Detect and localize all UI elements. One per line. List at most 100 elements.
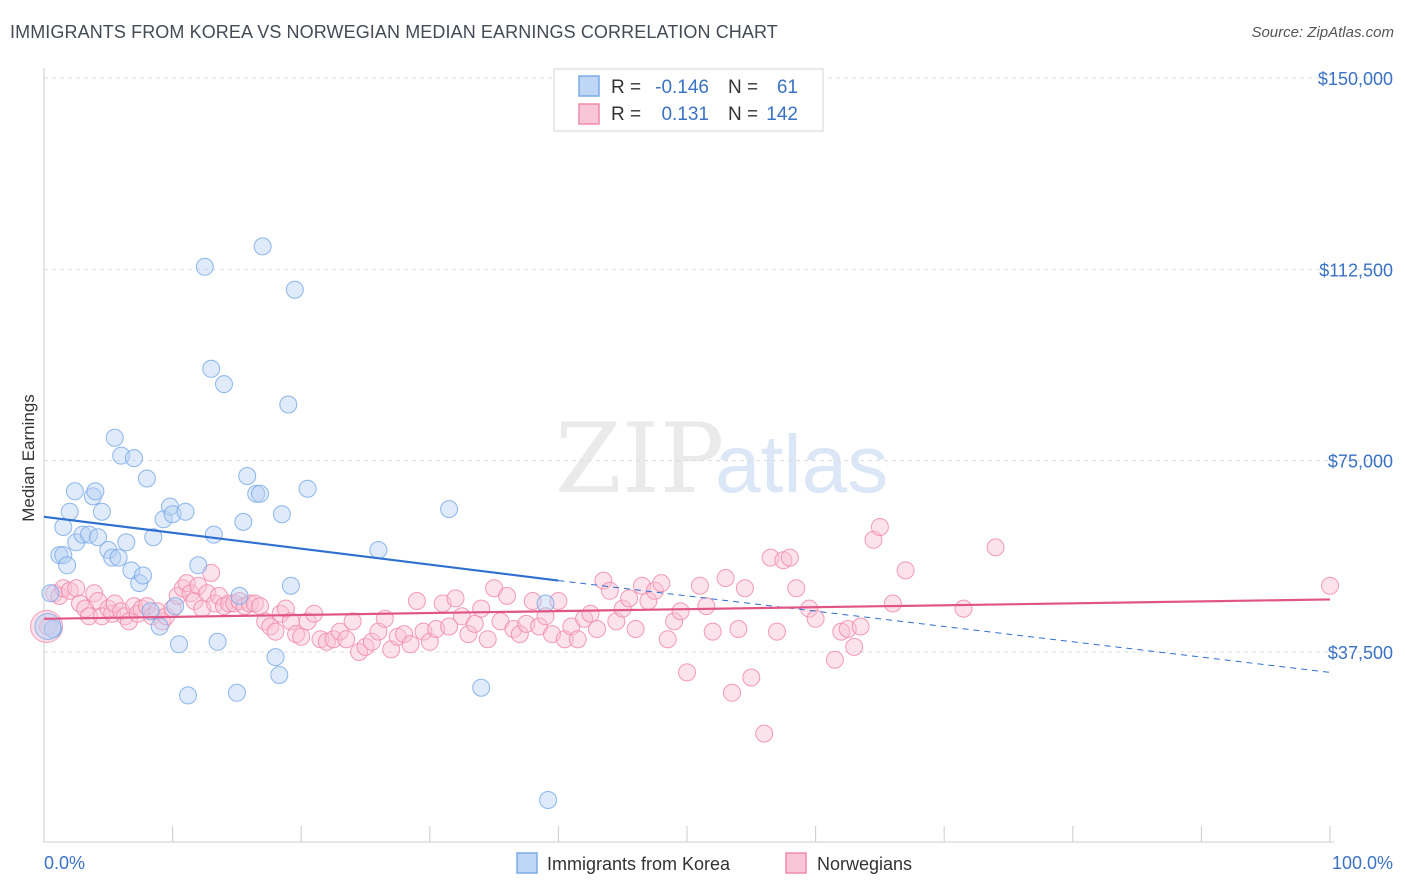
- norway-point-99: [588, 620, 606, 638]
- korea-point-7: [65, 482, 84, 501]
- norway-point-77: [446, 589, 465, 608]
- legend-n-value-norway: 142: [766, 104, 798, 125]
- norway-point-121: [742, 668, 761, 687]
- korea-point-36: [189, 556, 208, 575]
- norway-point-100: [594, 571, 613, 590]
- norway-point-41: [230, 592, 249, 610]
- korea-point-26: [141, 602, 160, 621]
- legend-n-label-korea: N =: [728, 77, 758, 98]
- bottom-legend: Immigrants from Korea Norwegians: [516, 852, 912, 874]
- norway-point-117: [716, 569, 735, 587]
- gridlines: [44, 77, 1393, 653]
- y-tick-label-37500: $37,500: [1328, 643, 1393, 663]
- korea-point-35: [179, 686, 197, 705]
- norway-point-45: [251, 597, 269, 616]
- legend-n-label-norway: N =: [728, 104, 758, 125]
- norway-point-101: [600, 581, 619, 600]
- norway-point-11: [92, 607, 111, 626]
- korea-point-43: [230, 586, 249, 605]
- bottom-legend-label-korea: Immigrants from Korea: [547, 854, 731, 874]
- korea-point-59: [536, 594, 555, 613]
- norway-point-118: [723, 683, 741, 702]
- y-tick-labels: $37,500 $75,000 $112,500 $150,000: [1318, 69, 1393, 663]
- norway-point-109: [652, 574, 671, 593]
- norway-point-42: [235, 597, 254, 616]
- norway-point-59: [330, 622, 349, 641]
- korea-point-28: [150, 617, 169, 636]
- x-tick-label-0: 0.0%: [44, 853, 85, 873]
- norway-point-110: [658, 630, 677, 649]
- watermark-zip: ZIP: [555, 403, 724, 515]
- korea-point-37: [195, 257, 214, 276]
- x-ticks: [172, 826, 1331, 842]
- legend-n-value-korea: 61: [777, 77, 798, 98]
- norway-point-54: [298, 612, 317, 631]
- korea-point-24: [134, 566, 152, 585]
- watermark-atlas: atlas: [715, 419, 888, 510]
- korea-point-5: [58, 556, 77, 575]
- norway-point-115: [697, 597, 716, 616]
- korea-point-0: [41, 584, 60, 603]
- korea-point-41: [215, 375, 233, 394]
- korea-point-52: [279, 395, 298, 414]
- korea-point-55: [298, 479, 317, 498]
- norway-point-52: [287, 625, 306, 644]
- norway-point-69: [395, 625, 414, 644]
- norway-point-122: [755, 724, 774, 743]
- korea-point-49: [266, 648, 285, 667]
- korea-point-3: [54, 546, 73, 565]
- norway-point-85: [498, 586, 516, 605]
- norway-point-32: [189, 576, 208, 595]
- norway-point-64: [362, 632, 381, 651]
- korea-point-25: [137, 469, 156, 488]
- stats-legend: R = -0.146 N = 61 R = 0.131 N = 142: [553, 68, 824, 132]
- norway-point-128: [800, 599, 819, 618]
- korea-point-11: [83, 487, 102, 506]
- korea-point-12: [86, 482, 105, 501]
- korea-point-53: [281, 576, 300, 595]
- norway-point-140: [986, 538, 1005, 557]
- norway-point-139: [954, 599, 973, 618]
- chart-title: IMMIGRANTS FROM KOREA VS NORWEGIAN MEDIA…: [10, 22, 778, 42]
- korea-point-6: [60, 502, 79, 521]
- norway-point-47: [261, 617, 280, 636]
- bottom-legend-swatch-norway: [785, 852, 807, 874]
- korea-point-39: [204, 525, 223, 544]
- norway-point-113: [678, 663, 696, 682]
- korea-point-45: [238, 467, 257, 485]
- korea-point-40: [208, 632, 227, 651]
- norway-point-8: [80, 607, 98, 626]
- korea-point-9: [73, 525, 92, 544]
- norway-point-1: [45, 584, 64, 603]
- norway-point-23: [148, 602, 167, 621]
- korea-point-13: [89, 528, 107, 547]
- norway-point-98: [581, 604, 600, 623]
- korea-point-56: [369, 541, 388, 559]
- norway-point-96: [568, 630, 587, 649]
- norway-point-53: [292, 627, 311, 646]
- norway-point-14: [105, 594, 124, 613]
- korea-point-34: [176, 502, 195, 521]
- korea-point-14: [92, 502, 111, 521]
- korea-point-16: [103, 548, 122, 567]
- korea-trend-line: [43, 515, 559, 582]
- norway-point-114: [690, 576, 709, 595]
- korea-cluster-marker: [34, 612, 62, 640]
- norway-point-61: [343, 612, 362, 631]
- korea-point-44: [234, 512, 253, 531]
- norway-point-49: [271, 604, 290, 623]
- norway-point-71: [407, 592, 426, 610]
- norway-point-76: [440, 617, 459, 636]
- korea-point-58: [472, 678, 491, 697]
- norway-point-137: [883, 594, 902, 613]
- norway-point-116: [703, 622, 722, 641]
- korea-point-2: [50, 546, 69, 565]
- norway-point-127: [787, 579, 806, 598]
- norway-point-43: [240, 594, 259, 613]
- bottom-legend-swatch-korea: [516, 852, 538, 874]
- korea-point-20: [117, 533, 136, 552]
- korea-point-50: [270, 666, 289, 684]
- norway-point-126: [780, 548, 799, 567]
- legend-swatch-korea: [578, 75, 600, 97]
- norway-point-60: [337, 630, 356, 649]
